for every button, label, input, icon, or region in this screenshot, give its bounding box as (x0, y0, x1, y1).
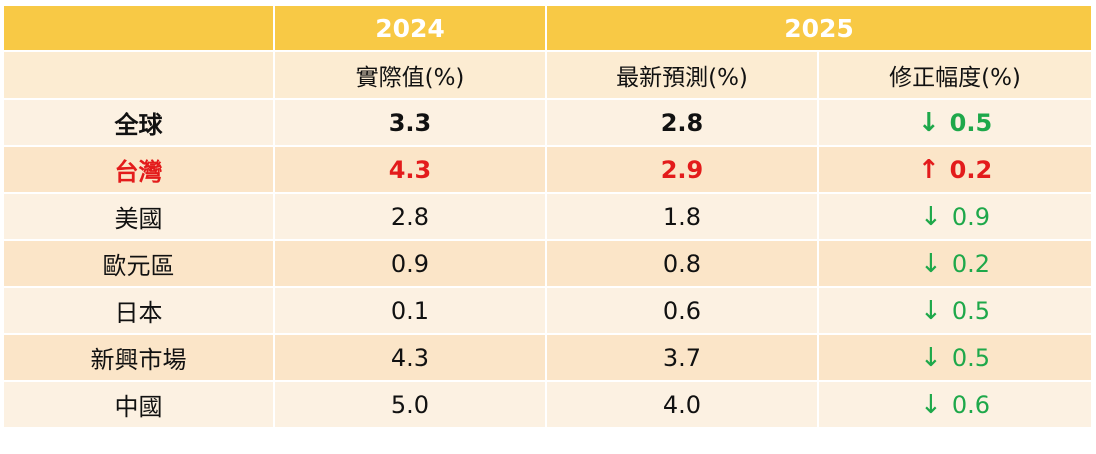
arrow-up-icon: ↑ (917, 154, 940, 185)
forecast-value: 0.8 (545, 239, 819, 288)
revision-value: 0.2 (949, 155, 993, 184)
actual-value: 4.3 (273, 333, 547, 382)
forecast-value: 3.7 (545, 333, 819, 382)
column-header-row: 實際值(%) 最新預測(%) 修正幅度(%) (2, 50, 1093, 100)
revision-value: 0.5 (951, 296, 990, 325)
revision-cell: ↓ 0.9 (817, 192, 1093, 241)
year-header-row: 2024 2025 (2, 4, 1093, 52)
region-label: 全球 (2, 98, 275, 147)
revision-value: 0.9 (951, 202, 990, 231)
arrow-down-icon: ↓ (920, 201, 942, 232)
revision-cell: ↑ 0.2 (817, 145, 1093, 194)
region-label: 美國 (2, 192, 275, 241)
arrow-down-icon: ↓ (920, 295, 942, 326)
growth-forecast-table: 2024 2025 實際值(%) 最新預測(%) 修正幅度(%) 全球 3.3 … (2, 4, 1093, 429)
revision-cell: ↓ 0.6 (817, 380, 1093, 429)
arrow-down-icon: ↓ (920, 342, 942, 373)
arrow-down-icon: ↓ (917, 107, 940, 138)
forecast-value: 2.8 (545, 98, 819, 147)
actual-value: 0.9 (273, 239, 547, 288)
revision-cell: ↓ 0.5 (817, 98, 1093, 147)
column-header-forecast: 最新預測(%) (545, 50, 819, 100)
table-row-emerging-markets: 新興市場 4.3 3.7 ↓ 0.5 (2, 333, 1093, 382)
header-empty-cell (2, 4, 275, 52)
region-label: 歐元區 (2, 239, 275, 288)
table-row-eurozone: 歐元區 0.9 0.8 ↓ 0.2 (2, 239, 1093, 288)
revision-value: 0.6 (951, 390, 990, 419)
arrow-down-icon: ↓ (920, 389, 942, 420)
revision-value: 0.5 (949, 108, 993, 137)
actual-value: 2.8 (273, 192, 547, 241)
column-header-actual: 實際值(%) (273, 50, 547, 100)
region-label: 中國 (2, 380, 275, 429)
revision-cell: ↓ 0.5 (817, 333, 1093, 382)
forecast-value: 4.0 (545, 380, 819, 429)
revision-value: 0.5 (951, 343, 990, 372)
region-label: 台灣 (2, 145, 275, 194)
actual-value: 4.3 (273, 145, 547, 194)
revision-cell: ↓ 0.2 (817, 239, 1093, 288)
forecast-value: 1.8 (545, 192, 819, 241)
column-header-revision: 修正幅度(%) (817, 50, 1093, 100)
actual-value: 3.3 (273, 98, 547, 147)
actual-value: 0.1 (273, 286, 547, 335)
table-row-global: 全球 3.3 2.8 ↓ 0.5 (2, 98, 1093, 147)
revision-value: 0.2 (951, 249, 990, 278)
table-row-china: 中國 5.0 4.0 ↓ 0.6 (2, 380, 1093, 429)
forecast-value: 2.9 (545, 145, 819, 194)
actual-value: 5.0 (273, 380, 547, 429)
region-label: 日本 (2, 286, 275, 335)
table-row-taiwan: 台灣 4.3 2.9 ↑ 0.2 (2, 145, 1093, 194)
table-row-japan: 日本 0.1 0.6 ↓ 0.5 (2, 286, 1093, 335)
table-row-usa: 美國 2.8 1.8 ↓ 0.9 (2, 192, 1093, 241)
header-year-2024: 2024 (273, 4, 547, 52)
subheader-empty-cell (2, 50, 275, 100)
revision-cell: ↓ 0.5 (817, 286, 1093, 335)
header-year-2025: 2025 (545, 4, 1093, 52)
forecast-value: 0.6 (545, 286, 819, 335)
arrow-down-icon: ↓ (920, 248, 942, 279)
region-label: 新興市場 (2, 333, 275, 382)
